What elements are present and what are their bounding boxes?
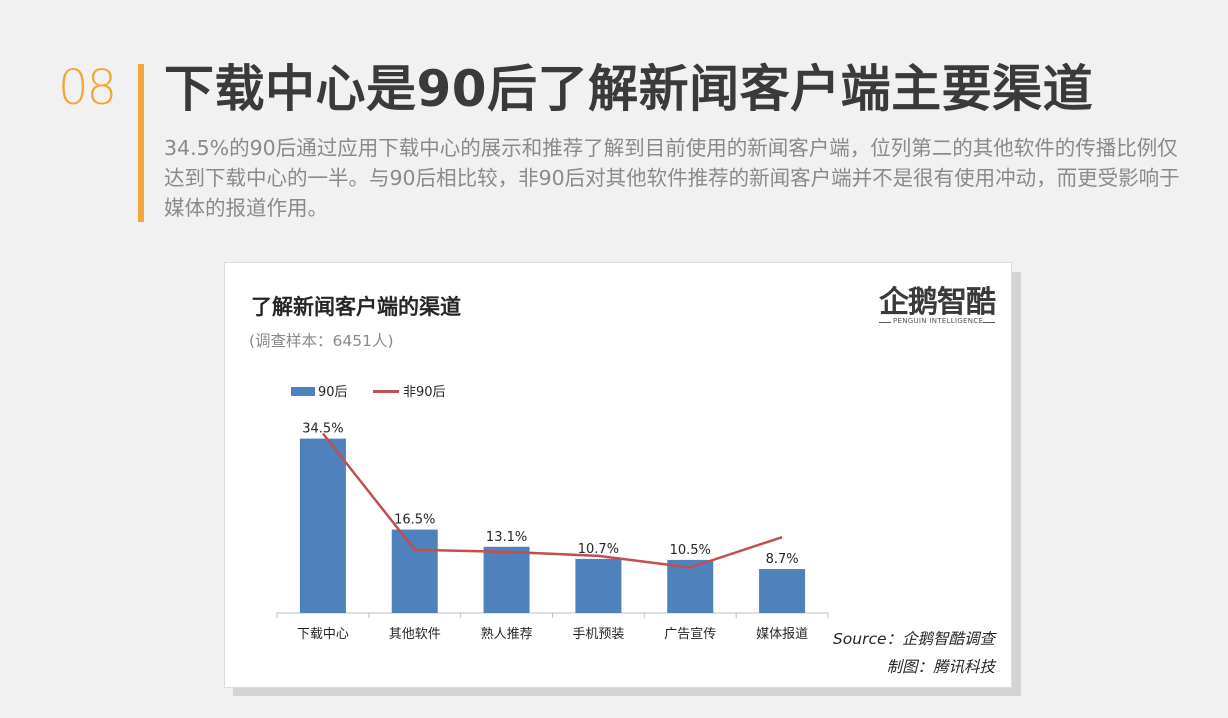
bar [391, 529, 438, 613]
series-line-fei90hou [321, 432, 783, 569]
logo-tagline: PENGUIN INTELLIGENCE [893, 317, 984, 325]
accent-bar [138, 64, 144, 222]
intro-paragraph: 34.5%的90后通过应用下载中心的展示和推荐了解到目前使用的新闻客户端，位列第… [164, 136, 1180, 220]
category-label: 其他软件 [389, 627, 441, 642]
bar [667, 559, 714, 613]
data-label: 10.5% [670, 543, 711, 558]
data-label: 34.5% [302, 422, 343, 437]
bar [483, 546, 530, 613]
category-label: 广告宣传 [664, 626, 716, 642]
category-label: 手机预装 [572, 627, 624, 642]
logo-name: 企鹅智酷 [879, 285, 996, 320]
bar [299, 438, 346, 613]
data-label: 8.7% [766, 552, 799, 567]
source-note: Source：企鹅智酷调查 [832, 630, 995, 648]
credit-note: 制图：腾讯科技 [886, 658, 995, 676]
category-label: 媒体报道 [756, 627, 808, 642]
logo-rule-left [879, 322, 891, 323]
chart-subtitle: (调查样本：6451人) [249, 332, 394, 350]
category-label: 熟人推荐 [481, 626, 533, 642]
legend-label-90hou: 90后 [318, 385, 348, 400]
bar [759, 569, 806, 613]
chart-card: 了解新闻客户端的渠道 (调查样本：6451人) 企鹅智酷 PENGUIN INT… [224, 262, 1012, 688]
category-label: 下载中心 [297, 627, 349, 642]
data-label: 16.5% [394, 513, 435, 528]
data-label: 10.7% [578, 542, 619, 557]
logo-rule-right [983, 322, 995, 323]
page-title: 下载中心是90后了解新闻客户端主要渠道 [164, 60, 1094, 118]
section-number: 08 [58, 60, 117, 116]
penguin-intelligence-logo: 企鹅智酷 PENGUIN INTELLIGENCE [879, 277, 997, 329]
data-label: 13.1% [486, 530, 527, 545]
chart-title: 了解新闻客户端的渠道 [251, 295, 461, 319]
bar [575, 558, 622, 613]
legend-swatch-90hou [291, 387, 315, 396]
chart-svg: 90后 非90后 34.5% 下载中心 16.5% 其他软件 13.1% 熟人推荐 10.7% 手… [276, 385, 829, 642]
legend-label-fei90hou: 非90后 [403, 385, 446, 400]
